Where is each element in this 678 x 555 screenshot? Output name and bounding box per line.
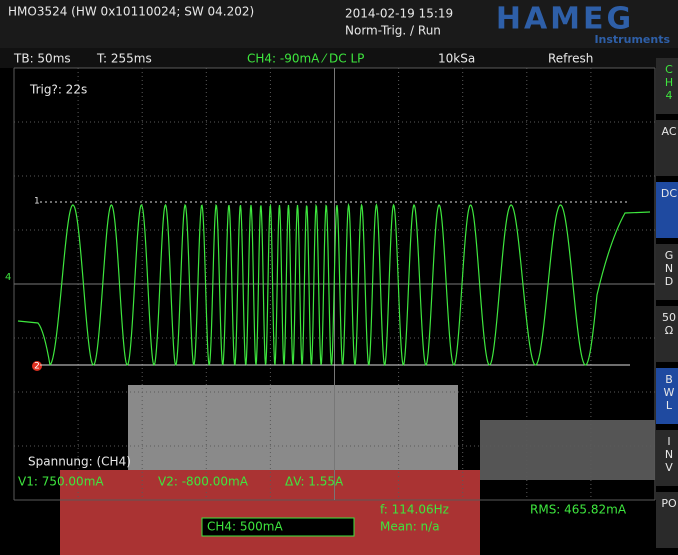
measure-title: Spannung: (CH4) — [28, 455, 131, 469]
channel: CH4: -90mA ⁄ DC LP — [247, 52, 364, 66]
channel-scale[interactable]: CH4: 500mA — [207, 520, 283, 534]
brand: HAMEG — [496, 2, 634, 37]
side-menu-text: C — [665, 63, 673, 76]
timebase: TB: 50ms — [13, 52, 71, 66]
side-menu-item — [656, 492, 678, 548]
status-bar — [0, 48, 678, 68]
graticule — [13, 67, 656, 501]
marker-1: 1 — [34, 197, 40, 207]
background-photo — [60, 385, 655, 555]
side-menu-text: 50 — [662, 311, 676, 324]
side-menu-item — [656, 430, 678, 486]
side-menu-item — [656, 244, 678, 300]
header-bar — [0, 0, 678, 48]
side-menu-item — [656, 368, 678, 424]
side-menu-item — [656, 120, 678, 176]
datetime: 2014-02-19 15:19 — [345, 7, 453, 21]
marker-2: 2 — [34, 362, 40, 372]
trigger-time: T: 255ms — [96, 52, 152, 66]
side-menu-text: D — [665, 275, 673, 288]
trigger-info: Trig?: 22s — [29, 83, 87, 97]
mode: Refresh — [548, 52, 593, 66]
waveform — [17, 202, 651, 367]
frequency: f: 114.06Hz — [380, 503, 449, 517]
side-menu-text: PO — [661, 497, 677, 510]
model: HMO3524 (HW 0x10110024; SW 04.202) — [8, 5, 254, 19]
side-menu-text: H — [665, 76, 673, 89]
sample-rate: 10kSa — [438, 52, 475, 66]
v2: V2: -800.00mA — [158, 475, 249, 489]
side-menu-text: N — [665, 448, 673, 461]
v1: V1: 750.00mA — [18, 475, 104, 489]
mean: Mean: n/a — [380, 520, 440, 534]
side-menu-text: AC — [661, 125, 676, 138]
side-menu-text: Ω — [665, 324, 673, 337]
side-menu-item — [656, 182, 678, 238]
marker-2-bg — [32, 361, 42, 371]
side-menu-text: L — [666, 399, 673, 412]
side-menu-text: G — [665, 249, 674, 262]
side-menu-text: 4 — [666, 89, 673, 102]
rms: RMS: 465.82mA — [530, 503, 627, 517]
side-menu-text: DC — [661, 187, 677, 200]
side-menu-text: B — [665, 373, 673, 386]
delta-v: ΔV: 1.55A — [285, 475, 344, 489]
marker-4: 4 — [5, 272, 11, 283]
side-menu-text: N — [665, 262, 673, 275]
side-menu-item — [656, 58, 678, 114]
side-menu-text: W — [664, 386, 675, 399]
side-menu-text: I — [667, 435, 670, 448]
brand-sub: Instruments — [594, 33, 670, 46]
side-menu-text: V — [665, 461, 673, 474]
channel-scale-box[interactable] — [201, 517, 355, 537]
side-menu-item — [656, 306, 678, 362]
trigger-mode: Norm-Trig. / Run — [345, 24, 441, 38]
